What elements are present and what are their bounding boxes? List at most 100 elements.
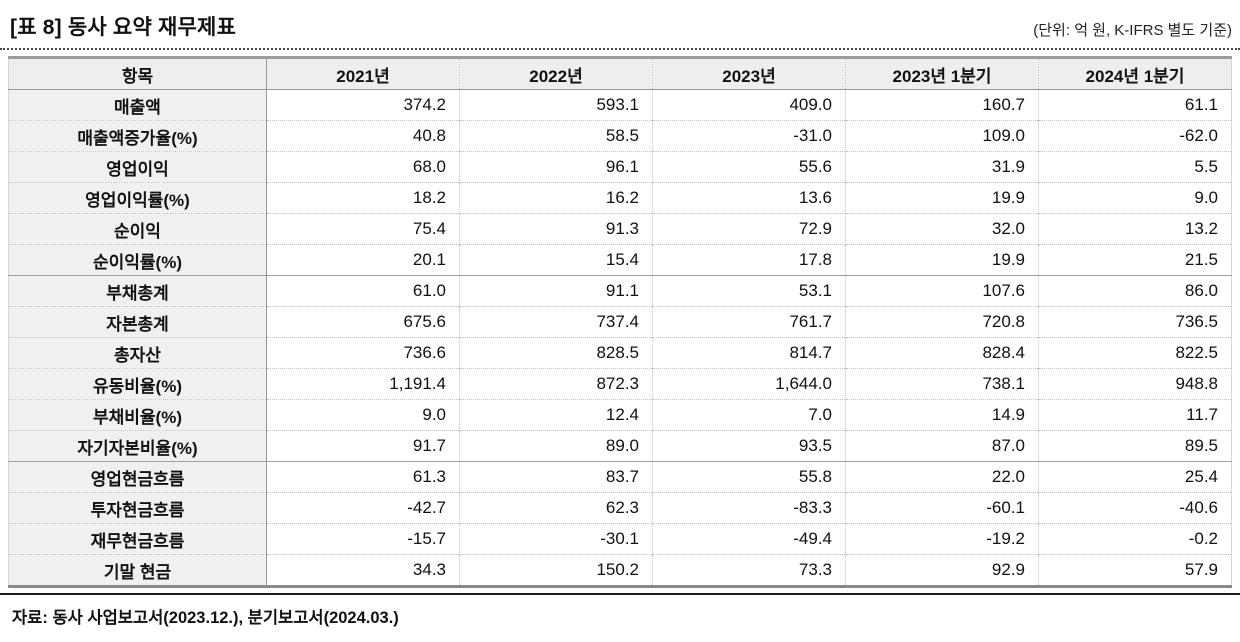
- value-cell: 828.5: [459, 337, 653, 369]
- row-label-cell: 부채총계: [8, 275, 267, 307]
- value-cell: 91.7: [266, 430, 460, 462]
- value-cell: 96.1: [459, 151, 653, 183]
- value-cell: 13.6: [652, 182, 846, 214]
- table-row: 자기자본비율(%) 91.7 89.0 93.5 87.0 89.5: [8, 430, 1232, 462]
- table-row: 기말 현금 34.3 150.2 73.3 92.9 57.9: [8, 554, 1232, 587]
- column-header-period: 2023년 1분기: [845, 57, 1039, 90]
- value-cell: 34.3: [266, 554, 460, 587]
- row-label-cell: 투자현금흐름: [8, 492, 267, 524]
- table-row: 유동비율(%) 1,191.4 872.3 1,644.0 738.1 948.8: [8, 368, 1232, 400]
- unit-note: (단위: 억 원, K-IFRS 별도 기준): [1033, 22, 1232, 39]
- value-cell: 22.0: [845, 461, 1039, 493]
- table-row: 총자산 736.6 828.5 814.7 828.4 822.5: [8, 337, 1232, 369]
- value-cell: 72.9: [652, 213, 846, 245]
- value-cell: 160.7: [845, 89, 1039, 121]
- value-cell: -19.2: [845, 523, 1039, 555]
- value-cell: -40.6: [1038, 492, 1232, 524]
- row-label-cell: 자본총계: [8, 306, 267, 338]
- value-cell: 109.0: [845, 120, 1039, 152]
- value-cell: -62.0: [1038, 120, 1232, 152]
- value-cell: 736.6: [266, 337, 460, 369]
- source-note: 자료: 동사 사업보고서(2023.12.), 분기보고서(2024.03.): [12, 609, 399, 627]
- value-cell: -49.4: [652, 523, 846, 555]
- table-header-band: [표 8] 동사 요약 재무제표 (단위: 억 원, K-IFRS 별도 기준): [0, 0, 1240, 48]
- value-cell: 409.0: [652, 89, 846, 121]
- value-cell: 9.0: [266, 399, 460, 431]
- value-cell: 61.0: [266, 275, 460, 307]
- row-label-cell: 매출액증가율(%): [8, 120, 267, 152]
- value-cell: 5.5: [1038, 151, 1232, 183]
- row-label-cell: 기말 현금: [8, 554, 267, 587]
- value-cell: 374.2: [266, 89, 460, 121]
- value-cell: 11.7: [1038, 399, 1232, 431]
- financial-table-head: 항목 2021년 2022년 2023년 2023년 1분기 2024년 1분기: [8, 57, 1232, 90]
- value-cell: 91.1: [459, 275, 653, 307]
- value-cell: 17.8: [652, 244, 846, 276]
- value-cell: 32.0: [845, 213, 1039, 245]
- column-header-period: 2021년: [266, 57, 460, 90]
- value-cell: 814.7: [652, 337, 846, 369]
- value-cell: 87.0: [845, 430, 1039, 462]
- value-cell: 55.6: [652, 151, 846, 183]
- table-row: 부채비율(%) 9.0 12.4 7.0 14.9 11.7: [8, 399, 1232, 431]
- value-cell: 12.4: [459, 399, 653, 431]
- value-cell: 14.9: [845, 399, 1039, 431]
- financial-table: 항목 2021년 2022년 2023년 2023년 1분기 2024년 1분기 매출액 3…: [8, 56, 1232, 588]
- row-label-cell: 부채비율(%): [8, 399, 267, 431]
- value-cell: -60.1: [845, 492, 1039, 524]
- column-header-period: 2022년: [459, 57, 653, 90]
- value-cell: 55.8: [652, 461, 846, 493]
- table-row: 순이익 75.4 91.3 72.9 32.0 13.2: [8, 213, 1232, 245]
- financial-table-body: 매출액 374.2 593.1 409.0 160.7 61.1 매출액증가율(%) 40.8…: [8, 89, 1232, 587]
- value-cell: -15.7: [266, 523, 460, 555]
- table-row: 순이익률(%) 20.1 15.4 17.8 19.9 21.5: [8, 244, 1232, 276]
- table-title: [표 8] 동사 요약 재무제표: [10, 16, 237, 39]
- title-separator-rule: [0, 48, 1240, 50]
- table-row: 영업이익률(%) 18.2 16.2 13.6 19.9 9.0: [8, 182, 1232, 214]
- table-row: 자본총계 675.6 737.4 761.7 720.8 736.5: [8, 306, 1232, 338]
- value-cell: 7.0: [652, 399, 846, 431]
- row-label-cell: 유동비율(%): [8, 368, 267, 400]
- value-cell: 86.0: [1038, 275, 1232, 307]
- table-row: 투자현금흐름 -42.7 62.3 -83.3 -60.1 -40.6: [8, 492, 1232, 524]
- financial-table-wrap: 항목 2021년 2022년 2023년 2023년 1분기 2024년 1분기 매출액 3…: [8, 56, 1232, 588]
- value-cell: -31.0: [652, 120, 846, 152]
- value-cell: 15.4: [459, 244, 653, 276]
- value-cell: -83.3: [652, 492, 846, 524]
- value-cell: 57.9: [1038, 554, 1232, 587]
- value-cell: 21.5: [1038, 244, 1232, 276]
- value-cell: 1,191.4: [266, 368, 460, 400]
- value-cell: -42.7: [266, 492, 460, 524]
- value-cell: 83.7: [459, 461, 653, 493]
- value-cell: 20.1: [266, 244, 460, 276]
- row-label-cell: 순이익률(%): [8, 244, 267, 276]
- value-cell: 738.1: [845, 368, 1039, 400]
- table-row: 매출액 374.2 593.1 409.0 160.7 61.1: [8, 89, 1232, 121]
- value-cell: 89.0: [459, 430, 653, 462]
- value-cell: 75.4: [266, 213, 460, 245]
- value-cell: 948.8: [1038, 368, 1232, 400]
- value-cell: 736.5: [1038, 306, 1232, 338]
- column-header-period: 2024년 1분기: [1038, 57, 1232, 90]
- value-cell: 40.8: [266, 120, 460, 152]
- value-cell: 9.0: [1038, 182, 1232, 214]
- value-cell: 761.7: [652, 306, 846, 338]
- value-cell: 25.4: [1038, 461, 1232, 493]
- table-row: 부채총계 61.0 91.1 53.1 107.6 86.0: [8, 275, 1232, 307]
- column-header-item: 항목: [8, 57, 267, 90]
- row-label-cell: 매출액: [8, 89, 267, 121]
- row-label-cell: 자기자본비율(%): [8, 430, 267, 462]
- value-cell: 13.2: [1038, 213, 1232, 245]
- value-cell: 822.5: [1038, 337, 1232, 369]
- row-label-cell: 영업현금흐름: [8, 461, 267, 493]
- row-label-cell: 영업이익: [8, 151, 267, 183]
- row-label-cell: 순이익: [8, 213, 267, 245]
- value-cell: 19.9: [845, 182, 1039, 214]
- table-row: 영업현금흐름 61.3 83.7 55.8 22.0 25.4: [8, 461, 1232, 493]
- table-row: 재무현금흐름 -15.7 -30.1 -49.4 -19.2 -0.2: [8, 523, 1232, 555]
- value-cell: 1,644.0: [652, 368, 846, 400]
- value-cell: 58.5: [459, 120, 653, 152]
- value-cell: 872.3: [459, 368, 653, 400]
- value-cell: 91.3: [459, 213, 653, 245]
